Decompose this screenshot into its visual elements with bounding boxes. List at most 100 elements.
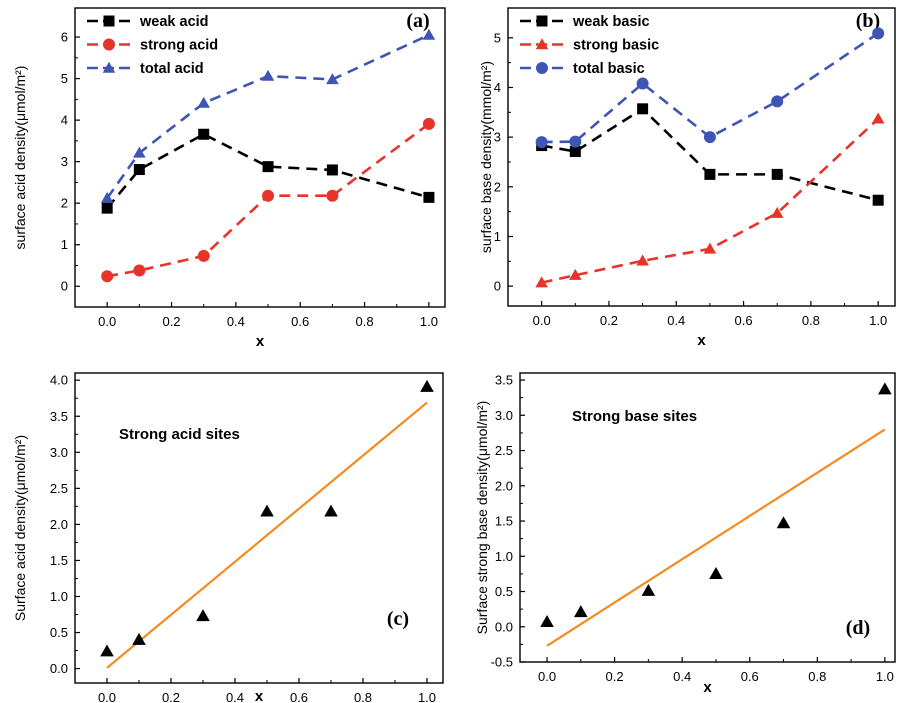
x-tick-label: 1.0 [876, 669, 894, 684]
y-axis-label: surface base density(mmol/m²) [478, 61, 494, 253]
series-line [541, 107, 879, 202]
series-weak-acid: weak acid [87, 14, 435, 214]
y-tick-label: 2 [494, 179, 501, 194]
data-point [872, 27, 885, 40]
plot-frame [507, 7, 896, 307]
data-point [540, 614, 554, 627]
legend-marker [103, 38, 115, 51]
x-tick-label: 0.4 [227, 314, 245, 329]
x-tick-label: 0.4 [673, 669, 691, 684]
data-point [423, 191, 435, 203]
y-tick-label: 3.5 [495, 373, 513, 388]
data-point [260, 504, 274, 517]
series-line [541, 117, 880, 284]
y-tick-label: 5 [494, 30, 501, 45]
y-tick-label: 1 [494, 229, 501, 244]
data-point [101, 270, 114, 283]
y-axis-label: surface acid density(μmol/m²) [12, 66, 28, 250]
data-point [703, 131, 716, 144]
y-tick-label: 4 [61, 113, 68, 128]
legend-label: weak acid [139, 14, 209, 30]
x-tick-label: 1.0 [418, 690, 436, 703]
x-tick-label: 0.2 [162, 690, 180, 703]
legend-marker [103, 15, 115, 27]
data-point [198, 128, 210, 140]
y-tick-label: 0 [494, 279, 501, 294]
series-strong-basic: strong basic [520, 38, 885, 288]
x-tick-label: 0.4 [226, 690, 244, 703]
data-point [569, 135, 582, 148]
data-point [641, 583, 656, 596]
data-point [420, 379, 434, 392]
data-point [262, 161, 274, 173]
x-tick-label: 0.6 [290, 690, 308, 703]
y-tick-label: -0.5 [491, 655, 513, 670]
x-tick-label: 0.2 [162, 314, 180, 329]
x-tick-label: 0.0 [533, 313, 551, 328]
y-tick-label: 1.0 [495, 549, 513, 564]
panel-tag: (b) [856, 10, 880, 32]
data-point [703, 242, 717, 254]
panel-tag: (a) [406, 10, 429, 32]
x-tick-label: 1.0 [420, 314, 438, 329]
series-line [106, 33, 430, 199]
data-point [878, 382, 892, 395]
data-point [636, 77, 649, 90]
y-axis-label: Surface acid density(μmol/m²) [12, 435, 28, 621]
y-tick-label: 1.0 [50, 589, 68, 604]
data-point [872, 194, 884, 206]
y-tick-label: 3 [61, 154, 68, 169]
series-total-acid: total acid [87, 28, 436, 203]
y-tick-label: 4.0 [50, 373, 68, 388]
annotation: Strong base sites [572, 408, 697, 425]
data-point [132, 632, 146, 645]
x-tick-label: 0.6 [741, 669, 759, 684]
data-point [133, 264, 146, 277]
y-tick-label: 0.0 [50, 661, 68, 676]
x-tick-label: 0.2 [606, 669, 624, 684]
data-point [197, 96, 210, 108]
x-tick-label: 0.6 [291, 314, 309, 329]
y-tick-label: 6 [61, 30, 68, 45]
y-axis-label: Surface strong base density(μmol/m²) [474, 401, 490, 635]
data-point [535, 276, 548, 288]
x-axis-label: x [255, 688, 264, 703]
x-axis-label: x [703, 679, 712, 696]
data-point [636, 254, 649, 266]
plot-frame [74, 372, 444, 684]
x-tick-label: 0.8 [354, 690, 372, 703]
y-tick-label: 3 [494, 130, 501, 145]
x-tick-label: 0.0 [98, 690, 116, 703]
data-point [770, 206, 784, 218]
panel-a: 0.0 0.2 0.4 0.6 0.8 1.0 0 1 2 3 4 5 6 x surface acid d… [12, 7, 446, 350]
y-tick-label: 2.0 [50, 517, 68, 532]
series-total-basic: total basic [520, 27, 885, 149]
x-axis-label: x [256, 333, 265, 350]
y-tick-label: 0.5 [50, 625, 68, 640]
data-point [261, 69, 275, 81]
fit-line [546, 428, 886, 647]
panel-b: 0.0 0.2 0.4 0.6 0.8 1.0 0 1 2 3 4 5 x surface base de… [478, 7, 896, 349]
x-tick-label: 0.0 [538, 669, 556, 684]
data-point [569, 146, 581, 158]
y-tick-label: 2.0 [495, 478, 513, 493]
data-point [326, 73, 339, 85]
series-line [106, 132, 430, 209]
data-point [704, 168, 716, 180]
data-point [535, 136, 548, 149]
fit-line [106, 401, 428, 669]
data-point [133, 164, 145, 176]
data-point [133, 146, 146, 158]
data-point [101, 202, 113, 214]
legend-marker [102, 61, 116, 73]
x-tick-label: 0.2 [600, 313, 618, 328]
data-point [422, 117, 435, 130]
data-point [637, 103, 649, 115]
data-point [326, 189, 339, 202]
data-point [569, 268, 582, 280]
x-tick-label: 0.8 [808, 669, 826, 684]
x-tick-label: 0.4 [667, 313, 685, 328]
legend-marker [535, 38, 549, 50]
data-point [771, 168, 783, 180]
data-point [262, 189, 275, 202]
